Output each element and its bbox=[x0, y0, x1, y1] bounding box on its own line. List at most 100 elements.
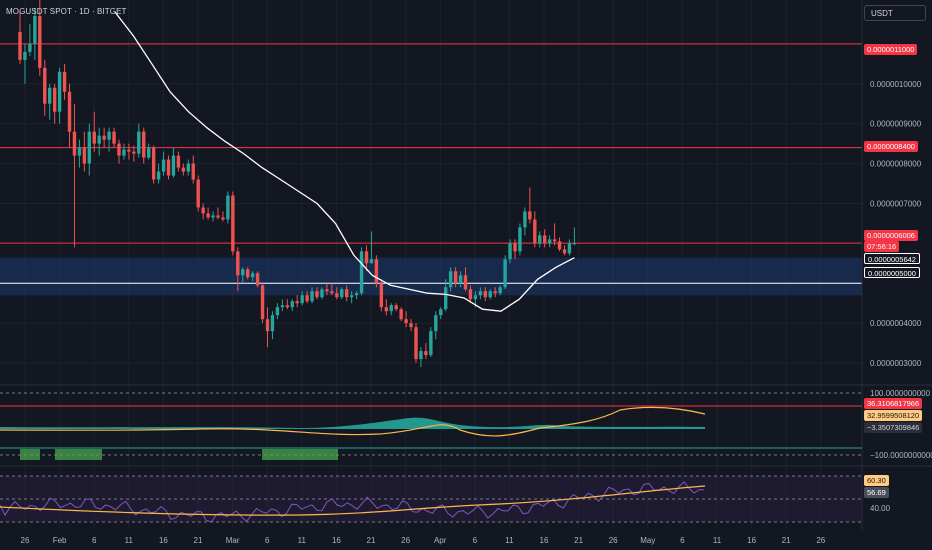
candle-body bbox=[483, 291, 487, 298]
candle-body bbox=[290, 301, 294, 308]
candle-body bbox=[295, 301, 299, 304]
candle-body bbox=[226, 195, 230, 220]
candle-body bbox=[166, 159, 171, 176]
candle-body bbox=[52, 87, 57, 112]
date-axis-label: 26 bbox=[401, 536, 410, 545]
osc-lower-label: −100.0000000000 bbox=[870, 451, 932, 460]
date-axis-label: 21 bbox=[194, 536, 203, 545]
rsi-ma-line bbox=[0, 485, 706, 516]
date-axis-label: 21 bbox=[367, 536, 376, 545]
candle-body bbox=[38, 15, 42, 68]
price-tag-last: 0.0000006006 bbox=[864, 230, 918, 241]
candle-body bbox=[562, 249, 567, 254]
price-axis-label: 0.0000009000 bbox=[870, 120, 922, 129]
candle-body bbox=[414, 327, 418, 360]
candle-body bbox=[448, 271, 453, 288]
countdown-tag: 07:56:16 bbox=[864, 241, 900, 252]
date-axis-label: 6 bbox=[473, 536, 478, 545]
candle-body bbox=[18, 31, 22, 60]
candle-body bbox=[394, 305, 398, 310]
candle-body bbox=[523, 211, 527, 228]
price-tag-level-2: 0.0000008400 bbox=[864, 141, 918, 152]
candle-body bbox=[28, 43, 32, 52]
candle-body bbox=[310, 291, 314, 302]
rsi-tag-dark: 56.69 bbox=[864, 487, 889, 498]
candle-body bbox=[538, 235, 542, 244]
candle-body bbox=[473, 295, 478, 300]
candle-body bbox=[48, 87, 52, 104]
date-axis-label: 11 bbox=[298, 536, 307, 545]
candle-body bbox=[196, 179, 200, 208]
candle-body bbox=[424, 351, 428, 356]
date-axis-label: 11 bbox=[505, 536, 514, 545]
candle-body bbox=[429, 331, 433, 356]
candle-body bbox=[127, 149, 131, 152]
date-axis-label: 11 bbox=[125, 536, 134, 545]
candle-body bbox=[320, 289, 324, 298]
candle-body bbox=[221, 217, 225, 220]
date-axis-label: 26 bbox=[21, 536, 30, 545]
candle-body bbox=[439, 309, 443, 316]
candle-body bbox=[176, 155, 181, 168]
date-axis-label: 6 bbox=[680, 536, 685, 545]
price-axis-label: 0.0000003000 bbox=[870, 359, 922, 368]
date-axis-label: 6 bbox=[265, 536, 270, 545]
candle-body bbox=[260, 285, 265, 320]
candle-body bbox=[102, 135, 106, 140]
osc-signal-line bbox=[0, 406, 706, 437]
candle-body bbox=[340, 289, 344, 298]
candle-body bbox=[43, 67, 47, 104]
candle-body bbox=[97, 135, 101, 144]
candle-body bbox=[335, 293, 339, 298]
candle-body bbox=[87, 131, 91, 164]
candle-body bbox=[444, 287, 448, 310]
candle-body bbox=[191, 163, 195, 180]
candle-body bbox=[513, 243, 517, 252]
candle-body bbox=[345, 289, 349, 298]
candle-body bbox=[364, 251, 369, 264]
candle-body bbox=[533, 219, 537, 244]
candle-body bbox=[255, 273, 260, 286]
candle-body bbox=[325, 289, 329, 292]
candle-body bbox=[250, 273, 255, 278]
candle-body bbox=[463, 275, 468, 290]
date-axis-label: 16 bbox=[540, 536, 549, 545]
candle-body bbox=[557, 241, 562, 250]
osc-tag-red: 36.3106817966 bbox=[864, 398, 923, 409]
candle-body bbox=[77, 147, 82, 156]
date-axis-label: 6 bbox=[92, 536, 97, 545]
candle-body bbox=[567, 243, 572, 254]
candle-body bbox=[137, 131, 141, 154]
candle-body bbox=[241, 269, 245, 276]
date-axis-label: 16 bbox=[747, 536, 756, 545]
candle-body bbox=[181, 167, 186, 172]
candle-body bbox=[498, 287, 502, 294]
candle-body bbox=[359, 251, 364, 294]
candle-body bbox=[206, 213, 210, 218]
candle-body bbox=[419, 351, 423, 360]
rsi-band bbox=[0, 476, 862, 522]
price-tag-zone-top: 0.0000005642 bbox=[864, 253, 920, 264]
price-axis-label: 0.0000010000 bbox=[870, 80, 922, 89]
candle-body bbox=[384, 307, 388, 312]
candle-body bbox=[280, 305, 285, 308]
candle-body bbox=[488, 291, 492, 298]
date-axis-label: Apr bbox=[434, 536, 447, 545]
candle-body bbox=[171, 155, 176, 176]
price-tag-zone-line: 0.0000005000 bbox=[864, 267, 920, 278]
candle-body bbox=[156, 171, 161, 180]
candle-body bbox=[518, 227, 522, 252]
candle-body bbox=[349, 295, 354, 298]
candle-body bbox=[404, 319, 408, 324]
candle-body bbox=[374, 259, 379, 284]
support-zone bbox=[0, 257, 862, 296]
rsi-40-label: 40.00 bbox=[870, 504, 891, 513]
candle-body bbox=[330, 291, 334, 294]
candle-body bbox=[151, 147, 156, 180]
currency-selector-button[interactable]: USDT bbox=[864, 5, 926, 21]
candle-body bbox=[315, 291, 319, 298]
candle-body bbox=[528, 211, 532, 220]
candle-body bbox=[399, 309, 403, 320]
candle-body bbox=[453, 271, 458, 284]
